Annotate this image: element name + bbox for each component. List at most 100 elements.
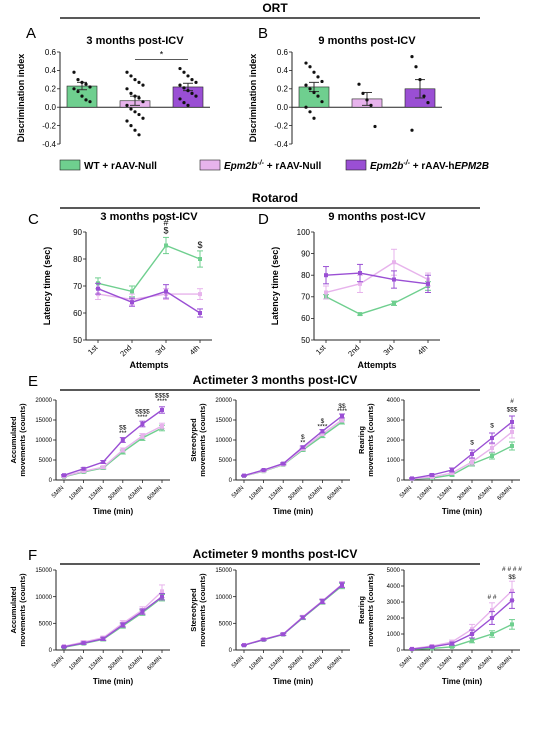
x-tick-label: 60MIN [327, 485, 344, 502]
data-point [178, 97, 182, 101]
data-point-hepm [410, 476, 414, 481]
y-axis-label-line: movements (counts) [366, 573, 375, 647]
data-point-null [490, 446, 494, 450]
data-point [141, 116, 145, 120]
y-axis-label: Latency time (sec) [270, 247, 280, 326]
x-tick-label: 30MIN [107, 655, 124, 672]
chart-title: 3 months post-ICV [100, 211, 198, 223]
chart-title: 3 months post-ICV [86, 35, 184, 47]
data-point-wt [358, 312, 362, 317]
data-point-hepm [198, 311, 202, 315]
significance-mark: * [160, 49, 164, 59]
y-tick-label: 10000 [215, 595, 232, 601]
data-point-wt [198, 257, 202, 261]
y-tick-label: 2000 [387, 616, 401, 622]
x-tick-label: 30MIN [457, 655, 474, 672]
x-tick-label: 1st [314, 342, 328, 356]
legend-hepm-italic: EPM2B [455, 161, 489, 172]
x-tick-label: 45MIN [477, 655, 494, 672]
x-axis-label: Time (min) [93, 507, 134, 516]
y-axis-label-line: Rearing [357, 596, 366, 624]
y-axis-label-line: Rearing [357, 426, 366, 454]
data-point [418, 78, 422, 82]
y-tick-label: 0.2 [45, 85, 57, 94]
significance-mark: **** [337, 408, 348, 415]
data-point [133, 94, 137, 98]
data-point-hepm [510, 598, 514, 603]
data-point-hepm [120, 438, 125, 442]
legend-label-hepm: Epm2b-/- + rAAV-hEPM2B [370, 160, 489, 172]
section-act9-title: Actimeter 9 months post-ICV [193, 547, 358, 561]
significance-mark: $ [490, 423, 494, 430]
y-axis-label-line: movements (counts) [198, 403, 207, 477]
y-tick-label: 0 [229, 478, 233, 484]
y-tick-label: 5000 [387, 568, 401, 574]
data-point-hepm [281, 461, 286, 466]
series-line-hepm [411, 599, 513, 650]
data-point [422, 94, 426, 98]
data-point-null [140, 434, 145, 438]
y-axis-label: Accumulatedmovements (counts) [9, 403, 27, 477]
x-tick-label: 15MIN [88, 485, 105, 502]
data-point [426, 101, 430, 105]
data-point-null [358, 281, 362, 286]
data-point [72, 70, 76, 74]
y-axis-label-line: Stereotyped [189, 418, 198, 462]
y-tick-label: 0.0 [45, 103, 57, 112]
x-tick-label: 10MIN [68, 485, 85, 502]
data-point-null [160, 424, 164, 428]
x-tick-label: 5MIN [51, 485, 65, 499]
data-point-hepm [324, 273, 328, 278]
data-point-null [198, 292, 202, 297]
y-tick-label: 60 [73, 309, 82, 318]
data-point-hepm [101, 460, 106, 464]
y-tick-label: 90 [301, 249, 310, 258]
data-point-null [324, 290, 328, 295]
x-tick-label: 15MIN [268, 485, 285, 502]
data-point-hepm [261, 468, 266, 472]
y-tick-label: 0.4 [45, 66, 57, 75]
data-point [186, 103, 190, 107]
y-tick-label: 15000 [215, 418, 232, 424]
data-point-hepm [242, 643, 246, 648]
data-point [178, 83, 182, 87]
x-tick-label: 15MIN [437, 655, 454, 672]
x-axis-label: Attempts [129, 360, 168, 370]
data-point [141, 83, 145, 87]
panel-letter-e: E [28, 373, 38, 390]
data-point-null [120, 448, 125, 452]
data-point [88, 100, 92, 104]
data-point-hepm [62, 644, 66, 649]
panel-letter-c: C [28, 211, 39, 228]
panel-letter-d: D [258, 211, 269, 228]
data-point [88, 85, 92, 89]
significance-mark: $ [301, 434, 305, 441]
y-tick-label: 1000 [387, 458, 401, 464]
series-line-hepm [63, 596, 163, 648]
chart-f3: 0 1000 2000 3000 4000 5000 Rearingmovements (c… [357, 566, 522, 686]
x-tick-label: 5MIN [51, 655, 65, 669]
legend-null-sup: -/- [257, 160, 264, 167]
x-tick-label: 60MIN [147, 485, 164, 502]
data-point [414, 65, 418, 69]
chart-e3: 0 1000 2000 3000 4000 Rearingmovements (count… [357, 398, 520, 516]
chart-e1: 0 5000 10000 15000 20000 Accumulatedmovements… [9, 393, 170, 516]
data-point [308, 87, 312, 91]
y-tick-label: 80 [73, 255, 82, 264]
x-tick-label: 5MIN [231, 655, 245, 669]
panel-letter-a: A [26, 25, 36, 42]
x-tick-label: 5MIN [399, 485, 413, 499]
x-axis-label: Time (min) [93, 677, 134, 686]
section-act3-title: Actimeter 3 months post-ICV [193, 373, 358, 387]
chart-b: 9 months post-ICV -0.4 -0.2 0.0 0.2 0.4 0.6 Dis… [248, 35, 442, 149]
data-point-null [510, 430, 514, 434]
data-point-hepm [160, 594, 164, 599]
data-point-hepm [320, 429, 325, 434]
x-tick-label: 60MIN [147, 655, 164, 672]
data-point [190, 91, 194, 95]
data-point [186, 74, 190, 78]
legend-hepm-rest: + rAAV-h [410, 161, 455, 172]
x-tick-label: 45MIN [307, 485, 324, 502]
data-point-null [450, 471, 454, 475]
series-line-hepm [243, 415, 343, 477]
